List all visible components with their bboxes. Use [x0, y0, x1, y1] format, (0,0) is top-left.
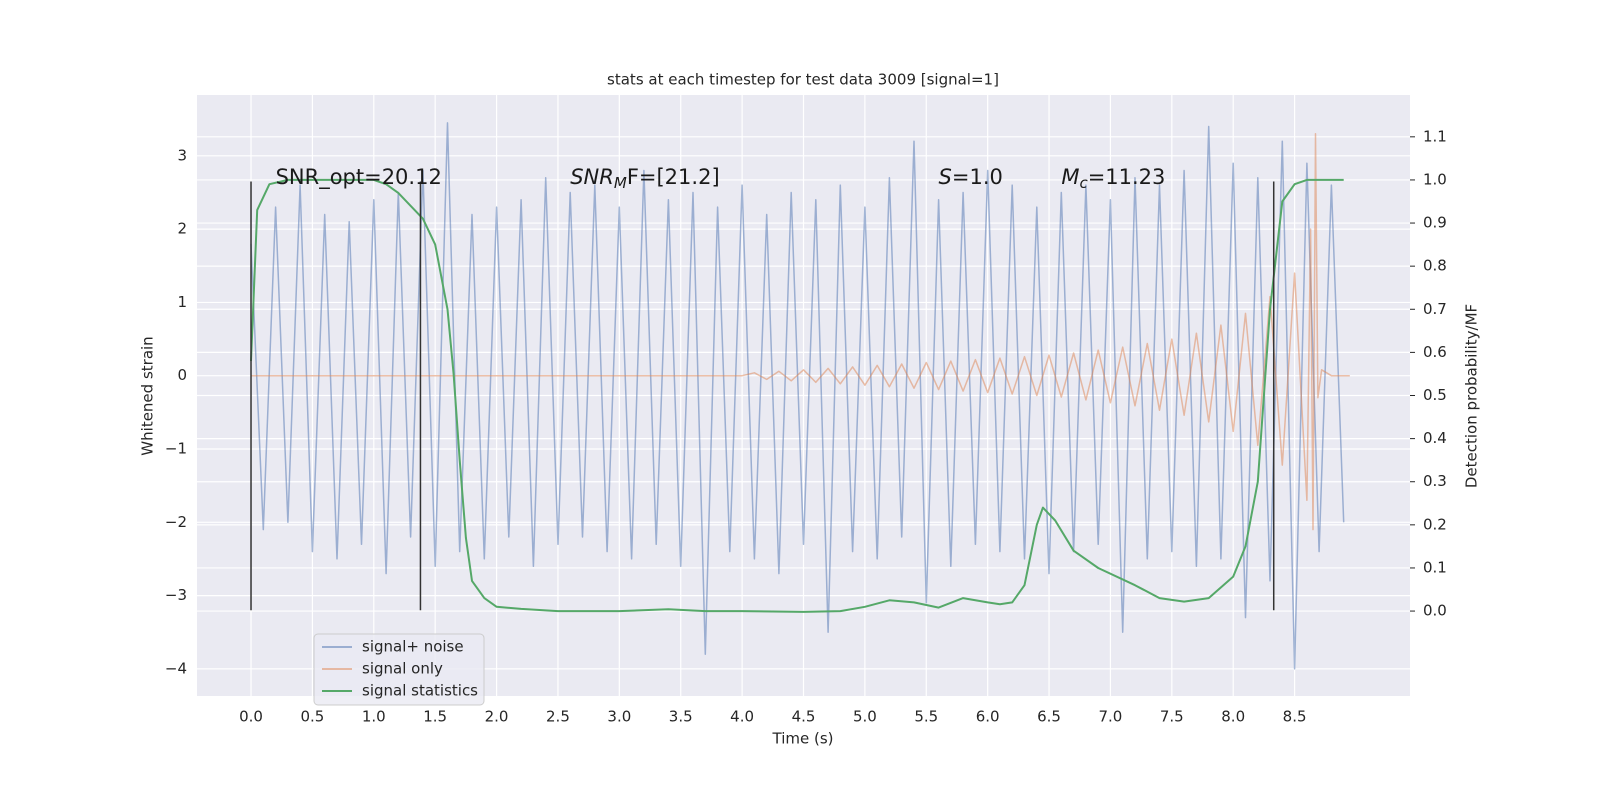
y2-tick-label: 1.0	[1423, 170, 1447, 188]
x-tick-label: 1.5	[423, 708, 447, 726]
x-tick-label: 8.5	[1283, 708, 1307, 726]
annotation: Mc=11.23	[1061, 165, 1165, 192]
y2-tick-label: 0.3	[1423, 472, 1447, 490]
x-tick-label: 0.0	[239, 708, 263, 726]
y2-tick-label: 0.2	[1423, 515, 1447, 533]
annotation-sub: c	[1079, 173, 1088, 191]
annotation-rest: =1.0	[952, 165, 1003, 189]
y2-tick-label: 0.0	[1423, 602, 1447, 620]
y-tick-label: −1	[165, 440, 187, 458]
y2-axis-label: Detection probability/MF	[1463, 304, 1481, 488]
x-tick-label: 3.5	[669, 708, 693, 726]
y-tick-label: −3	[165, 586, 187, 604]
series-line	[250, 178, 1344, 613]
chart-title: stats at each timestep for test data 300…	[607, 71, 999, 89]
x-tick-label: 5.0	[853, 708, 877, 726]
x-tick-label: 3.0	[607, 708, 631, 726]
y2-tick-label: 0.6	[1423, 343, 1447, 361]
x-tick-label: 7.0	[1099, 708, 1123, 726]
y2-tick-label: 0.4	[1423, 429, 1447, 447]
y2-tick-label: 0.9	[1423, 214, 1447, 232]
annotation: S=1.0	[939, 165, 1003, 189]
y2-tick-label: 0.7	[1423, 300, 1447, 318]
series-line	[250, 122, 1345, 670]
annotation-rest: =11.23	[1088, 165, 1166, 189]
x-tick-label: 6.0	[976, 708, 1000, 726]
y-tick-label: −2	[165, 513, 187, 531]
y-tick-label: 0	[177, 366, 187, 384]
x-tick-label: 2.0	[485, 708, 509, 726]
x-tick-label: 8.0	[1221, 708, 1245, 726]
annotation-rest: F=[21.2]	[627, 165, 720, 189]
annotation-main: M	[1061, 165, 1079, 189]
x-tick-label: 5.5	[914, 708, 938, 726]
annotation: SNRMF=[21.2]	[570, 165, 719, 192]
x-tick-label: 1.0	[362, 708, 386, 726]
x-tick-label: 6.5	[1037, 708, 1061, 726]
y-axis-label: Whitened strain	[139, 336, 157, 455]
y2-tick-label: 0.8	[1423, 257, 1447, 275]
x-tick-label: 7.5	[1160, 708, 1184, 726]
annotation: SNR_opt=20.12	[276, 165, 442, 190]
x-tick-label: 2.5	[546, 708, 570, 726]
x-tick-label: 0.5	[300, 708, 324, 726]
y2-tick-label: 0.5	[1423, 386, 1447, 404]
legend-label: signal only	[362, 660, 443, 678]
y2-tick-label: 0.1	[1423, 558, 1447, 576]
annotation-sub: M	[614, 173, 627, 191]
annotation-main: S	[939, 165, 952, 189]
y-tick-label: 2	[177, 220, 187, 238]
legend-box	[313, 633, 485, 706]
y-tick-label: −4	[165, 659, 187, 677]
x-tick-label: 4.0	[730, 708, 754, 726]
y-tick-label: 3	[177, 146, 187, 164]
y2-tick-label: 1.1	[1423, 127, 1447, 145]
x-axis-label: Time (s)	[772, 730, 834, 748]
annotation-main: SNR	[570, 165, 614, 189]
x-tick-label: 4.5	[792, 708, 816, 726]
legend-label: signal+ noise	[362, 638, 464, 656]
series-line	[251, 133, 1350, 531]
annotation-main: SNR_opt=20.12	[276, 165, 442, 190]
legend-label: signal statistics	[362, 682, 478, 700]
y-tick-label: 1	[177, 293, 187, 311]
